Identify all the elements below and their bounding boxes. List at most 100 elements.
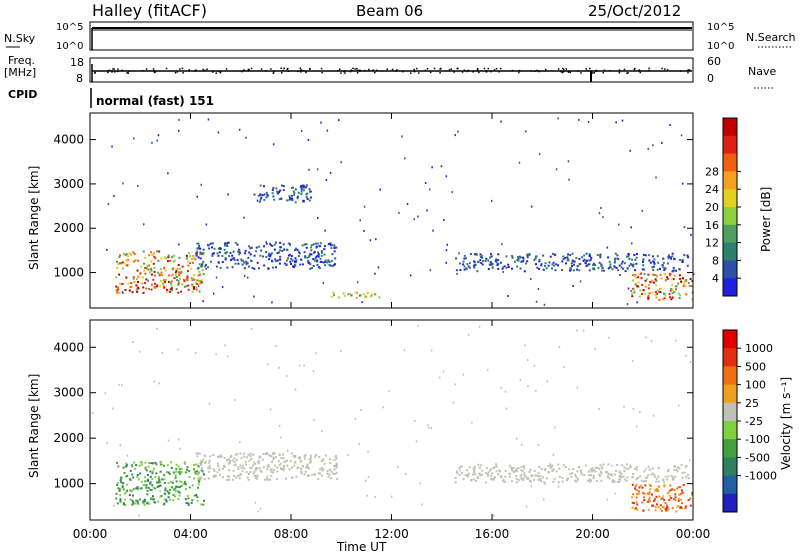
heatmap-cell xyxy=(596,254,599,256)
heatmap-cell xyxy=(473,473,476,476)
heatmap-cell xyxy=(655,176,657,179)
heatmap-cell xyxy=(641,486,644,489)
heatmap-cell xyxy=(123,492,126,495)
heatmap-cell xyxy=(279,189,282,192)
heatmap-cell xyxy=(613,480,616,483)
heatmap-cell xyxy=(636,301,638,304)
heatmap-cell xyxy=(504,390,507,393)
heatmap-cell xyxy=(157,476,160,478)
heatmap-cell xyxy=(320,260,323,263)
heatmap-cell xyxy=(600,265,603,268)
heatmap-cell xyxy=(663,481,666,484)
heatmap-cell xyxy=(137,259,140,262)
heatmap-cell xyxy=(643,480,646,483)
heatmap-cell xyxy=(253,193,256,196)
heatmap-cell xyxy=(571,265,573,268)
heatmap-cell xyxy=(558,467,561,470)
heatmap-cell xyxy=(613,261,616,264)
heatmap-cell xyxy=(205,223,208,226)
heatmap-cell xyxy=(125,276,128,279)
heatmap-cell xyxy=(455,269,458,272)
heatmap-cell xyxy=(181,283,184,286)
heatmap-cell xyxy=(461,472,463,475)
heatmap-cell xyxy=(683,285,686,288)
heatmap-cell xyxy=(259,198,262,201)
heatmap-cell xyxy=(471,473,474,476)
heatmap-cell xyxy=(661,298,664,301)
heatmap-cell xyxy=(565,262,567,265)
heatmap-cell xyxy=(669,484,672,487)
heatmap-cell xyxy=(662,261,665,264)
heatmap-cell xyxy=(169,488,171,491)
heatmap-cell xyxy=(662,479,664,481)
heatmap-cell xyxy=(653,262,656,265)
heatmap-cell xyxy=(549,463,552,466)
heatmap-cell xyxy=(177,465,180,468)
heatmap-cell xyxy=(131,503,134,506)
heatmap-cell xyxy=(681,259,684,262)
heatmap-cell xyxy=(649,261,652,264)
heatmap-cell xyxy=(631,476,634,479)
heatmap-cell xyxy=(482,260,485,262)
heatmap-cell xyxy=(266,475,269,478)
heatmap-cell xyxy=(635,262,638,265)
heatmap-cell xyxy=(670,474,673,477)
heatmap-cell xyxy=(177,279,180,282)
heatmap-cell xyxy=(505,407,508,410)
heatmap-cell xyxy=(462,373,465,376)
nave-dot xyxy=(433,67,436,70)
heatmap-cell xyxy=(674,285,677,288)
heatmap-cell xyxy=(283,248,286,251)
beam-label: Beam 06 xyxy=(356,2,423,20)
heatmap-cell xyxy=(217,131,220,134)
heatmap-cell xyxy=(201,467,204,470)
nave-dots xyxy=(94,67,691,74)
heatmap-cell xyxy=(309,267,312,270)
nave-dot xyxy=(448,69,451,71)
heatmap-cell xyxy=(168,498,171,501)
heatmap-cell xyxy=(228,469,230,472)
heatmap-cell xyxy=(286,449,289,452)
heatmap-cell xyxy=(486,467,489,470)
heatmap-cell xyxy=(497,253,500,256)
heatmap-cell xyxy=(107,203,110,206)
heatmap-cell xyxy=(329,458,331,461)
heatmap-cell xyxy=(208,402,211,405)
heatmap-cell xyxy=(292,186,294,189)
heatmap-cell xyxy=(338,119,340,122)
heatmap-cell xyxy=(320,460,323,463)
heatmap-cell xyxy=(478,472,481,475)
nave-dot xyxy=(349,70,352,73)
heatmap-cell xyxy=(257,510,259,513)
heatmap-cell xyxy=(128,494,131,496)
heatmap-cell xyxy=(606,471,609,474)
heatmap-cell xyxy=(286,248,289,251)
heatmap-cell xyxy=(625,467,628,470)
heatmap-cell xyxy=(239,441,241,444)
nave-dot xyxy=(544,68,547,71)
heatmap-cell xyxy=(652,273,655,276)
heatmap-cell xyxy=(288,468,291,471)
heatmap-cell xyxy=(689,361,692,364)
nave-dot xyxy=(450,68,453,70)
colorbar-tick-label: -25 xyxy=(745,415,763,428)
heatmap-cell xyxy=(306,256,309,259)
heatmap-cell xyxy=(527,385,529,388)
velocity-colorbar-swatch xyxy=(723,421,737,440)
heatmap-cell xyxy=(305,196,308,198)
heatmap-cell xyxy=(660,498,663,500)
heatmap-cell xyxy=(266,468,269,471)
heatmap-cell xyxy=(146,489,149,492)
nave-dot xyxy=(618,69,621,71)
heatmap-cell xyxy=(177,283,180,286)
heatmap-cell xyxy=(328,264,331,266)
heatmap-cell xyxy=(153,270,156,273)
nave-dot xyxy=(272,72,275,74)
heatmap-cell xyxy=(568,178,570,181)
heatmap-cell xyxy=(552,480,555,483)
heatmap-cell xyxy=(445,249,448,252)
heatmap-cell xyxy=(369,239,372,242)
heatmap-cell xyxy=(116,260,118,263)
heatmap-cell xyxy=(314,257,317,260)
heatmap-cell xyxy=(440,165,443,168)
